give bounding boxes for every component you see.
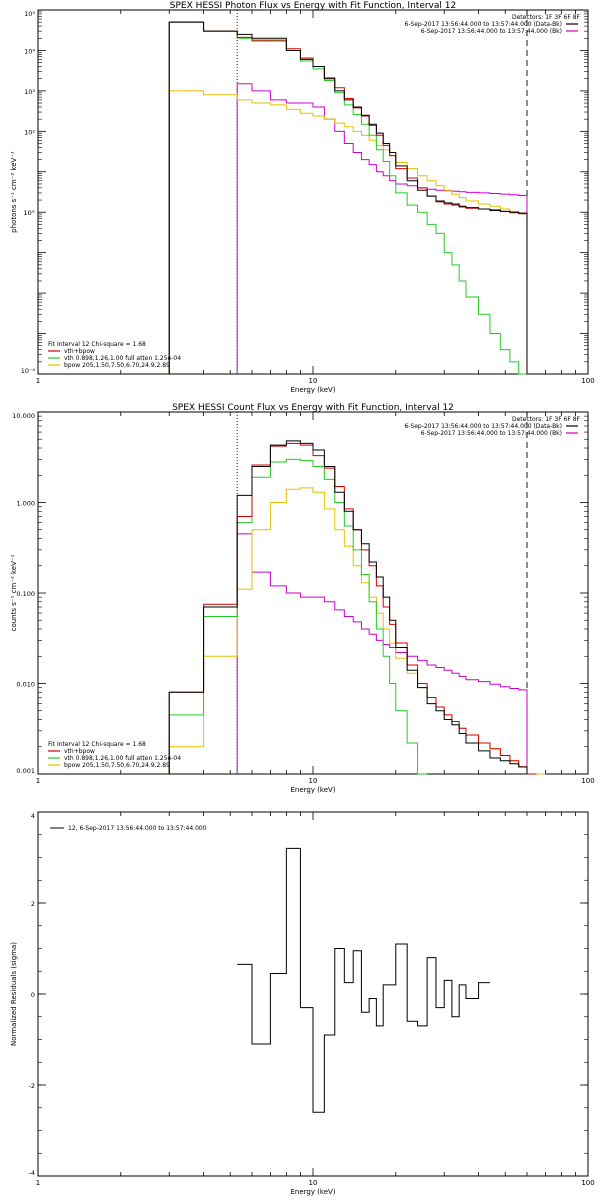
y-tick-label: -2 [29, 1082, 35, 1090]
series-data-line [237, 847, 490, 1113]
legend-bottom-entry: vth+bpow [64, 348, 95, 355]
legend-bottom-entry: Fit Interval 12 Chi-square = 1.68 [48, 741, 146, 748]
x-tick-label: 100 [581, 777, 594, 785]
series-data-line [168, 21, 528, 374]
y-axis-label: counts s⁻¹ cm⁻² keV⁻¹ [10, 554, 18, 631]
series-total-line [168, 21, 528, 374]
y-tick-label: 10² [24, 128, 35, 136]
x-tick-label: 1 [36, 377, 40, 385]
legend-bottom-entry: bpow 205,1.50,7.50,6.70,24.9,2.89 [64, 762, 170, 769]
chart-2: SPEX HESSI Count Flux vs Energy with Fit… [10, 403, 595, 794]
series-vth-line [168, 21, 527, 375]
residual-legend-entry: 12, 6-Sep-2017 13:56:44.000 to 13:57:44.… [68, 825, 207, 832]
series-vth-line [168, 458, 428, 775]
series-bpow-line [168, 90, 528, 374]
x-axis-label: Energy (keV) [290, 1188, 335, 1196]
y-tick-label: 10⁵ [24, 10, 35, 18]
series-bk-line [236, 83, 528, 374]
series-bpow-line [168, 487, 546, 775]
y-tick-label: 10⁻⁴ [21, 367, 36, 375]
x-tick-label: 100 [581, 1179, 594, 1187]
x-tick-label: 10 [309, 1179, 318, 1187]
x-tick-label: 1 [36, 1179, 40, 1187]
y-tick-label: 10³ [24, 88, 35, 96]
x-axis-label: Energy (keV) [290, 386, 335, 394]
x-tick-label: 10 [309, 777, 318, 785]
legend-bottom-entry: vth+bpow [64, 748, 95, 755]
series-total-line [168, 442, 537, 775]
y-tick-label: 0.001 [16, 767, 35, 775]
chart-title: SPEX HESSI Count Flux vs Energy with Fit… [172, 403, 454, 413]
y-tick-label: -4 [29, 1169, 35, 1177]
y-tick-label: 2 [31, 900, 35, 908]
y-tick-label: 10⁴ [24, 47, 35, 55]
plot-frame [37, 811, 589, 1177]
legend-bottom-entry: Fit Interval 12 Chi-square = 1.68 [48, 341, 146, 348]
legend-top-entry: 6-Sep-2017 13:56:44.000 to 13:57:44.000 … [404, 21, 562, 28]
chart-1: SPEX HESSI Photon Flux vs Energy with Fi… [10, 1, 595, 394]
series-data-line [168, 440, 528, 774]
detectors-label: Detectors: 1F 3F 6F 8F [512, 14, 581, 21]
legend-bottom-entry: vth 0.898,1.26,1.00 full atten 1.25e-04 [64, 755, 181, 762]
chart-title: SPEX HESSI Photon Flux vs Energy with Fi… [170, 1, 456, 11]
y-tick-label: 4 [31, 812, 35, 820]
y-tick-label: 1.000 [16, 500, 35, 508]
x-tick-label: 1 [36, 777, 40, 785]
legend-top-entry: 6-Sep-2017 13:56:44.000 to 13:57:44.000 … [421, 28, 562, 35]
legend-top-entry: 6-Sep-2017 13:56:44.000 to 13:57:44.000 … [404, 423, 562, 430]
legend-bottom-entry: vth 0.898,1.26,1.00 full atten 1.25e-04 [64, 355, 181, 362]
x-tick-label: 10 [309, 377, 318, 385]
x-tick-label: 100 [581, 377, 594, 385]
legend-bottom-entry: bpow 205,1.50,7.50,6.70,24.9,2.89 [64, 362, 170, 369]
y-tick-label: 10.000 [12, 412, 35, 420]
detectors-label: Detectors: 1F 3F 6F 8F [512, 416, 581, 423]
y-tick-label: 0.100 [16, 590, 35, 598]
chart-3: 1 10 100 Energy (keV) -4 -2 0 2 4 Normalized Resi… [10, 811, 595, 1196]
y-tick-label: 10° [23, 209, 35, 217]
y-axis-label: photons s⁻¹ cm⁻² keV⁻¹ [10, 151, 18, 233]
legend-top-entry: 6-Sep-2017 13:56:44.000 to 13:57:44.000 … [421, 430, 562, 437]
y-tick-label: 0 [31, 991, 35, 999]
x-axis-label: Energy (keV) [290, 786, 335, 794]
y-tick-label: 0.010 [16, 681, 35, 689]
y-axis-label: Normalized Residuals (sigma) [10, 942, 18, 1046]
series-bk-line [236, 533, 528, 774]
